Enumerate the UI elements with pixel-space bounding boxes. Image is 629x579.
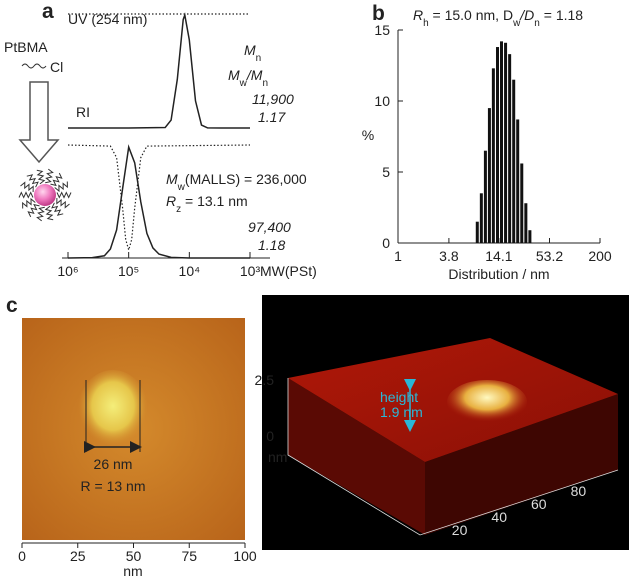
z-tick-label: 2.5	[255, 372, 275, 388]
chain	[23, 199, 36, 209]
x-tick-label: 10⁶	[57, 263, 78, 279]
x-tick-label: 100	[233, 548, 257, 564]
x-tick-label: 3.8	[439, 248, 459, 264]
text-part: = 1.18	[540, 7, 583, 23]
annotation: Rz = 13.1 nm	[166, 193, 248, 215]
text-part: 1.18	[258, 237, 285, 253]
z-axis-label: nm	[268, 449, 287, 465]
particle	[78, 370, 148, 450]
x-tick-label: 53.2	[536, 248, 563, 264]
series-label: RI	[76, 104, 90, 120]
scheme-label: PtBMA	[4, 39, 48, 55]
core	[34, 184, 56, 206]
bar	[504, 43, 507, 243]
x-tick-label: 10⁴	[179, 263, 201, 279]
bar	[508, 54, 511, 243]
text-part: M	[166, 171, 178, 187]
x-tick-label: 25	[70, 548, 86, 564]
series-label: UV (254 nm)	[68, 11, 147, 27]
micelle	[19, 169, 71, 221]
x-axis-label: MW(PSt)	[260, 263, 317, 279]
annotation: 97,400	[248, 219, 291, 235]
bar	[524, 203, 527, 243]
text-part: n	[262, 78, 268, 89]
chain	[19, 193, 33, 198]
x-tick-label: 75	[181, 548, 197, 564]
particle-3d	[447, 380, 527, 424]
text-part: 97,400	[248, 219, 291, 235]
z-tick-label: 0	[266, 428, 274, 444]
bar	[480, 193, 483, 243]
bar	[520, 163, 523, 243]
text-part: (MALLS) = 236,000	[185, 171, 307, 187]
text-part: R	[413, 7, 423, 23]
height-label: height	[380, 389, 418, 405]
y-tick-label: 10	[374, 93, 390, 109]
x-tick-label: 10⁵	[118, 263, 139, 279]
x-tick-label: 40	[491, 509, 507, 525]
text-part: = 15.0 nm, D	[429, 7, 513, 23]
bar	[476, 222, 479, 243]
annotation: Mn	[244, 42, 261, 64]
chain	[51, 173, 62, 185]
chain	[37, 207, 45, 221]
chain	[57, 198, 70, 208]
chain	[22, 64, 46, 68]
text-part: R	[166, 193, 176, 209]
text-part: = 13.1 nm	[181, 193, 248, 209]
y-tick-label: 0	[382, 235, 390, 251]
x-tick-label: 10³	[240, 263, 261, 279]
x-tick-label: 20	[452, 522, 468, 538]
bar	[528, 230, 531, 243]
x-tick-label: 80	[571, 483, 587, 499]
bar	[484, 151, 487, 243]
text-part: n	[256, 53, 262, 64]
text-part: /D	[519, 7, 534, 23]
radius-label: R = 13 nm	[81, 478, 146, 494]
x-tick-label: 200	[588, 248, 612, 264]
bar	[496, 47, 499, 243]
chain	[21, 183, 34, 193]
bar	[516, 119, 519, 243]
bar	[500, 41, 503, 243]
panel-label: c	[6, 294, 18, 317]
chain	[28, 205, 39, 217]
x-tick-label: 60	[531, 496, 547, 512]
chain	[45, 169, 53, 183]
text-part: M	[244, 42, 256, 58]
chart-title: Rh = 15.0 nm, Dw/Dn = 1.18	[413, 7, 583, 29]
x-tick-label: 14.1	[485, 248, 512, 264]
scheme-arrow	[20, 82, 58, 162]
bar	[492, 68, 495, 243]
annotation: Mw(MALLS) = 236,000	[166, 171, 307, 193]
annotation: Mw/Mn	[228, 67, 268, 89]
x-axis-label: Distribution / nm	[448, 266, 549, 282]
scale-label: 26 nm	[94, 456, 133, 472]
text-part: M	[228, 67, 240, 83]
bar	[488, 108, 491, 243]
panel-label: a	[42, 0, 54, 23]
text-part: /M	[246, 67, 263, 83]
chain	[57, 193, 71, 198]
x-tick-label: 1	[394, 248, 402, 264]
y-tick-label: 5	[382, 164, 390, 180]
figure: aPtBMAClUV (254 nm)RIMnMw/Mn11,9001.17Mw…	[0, 0, 629, 579]
ri-trace	[68, 15, 250, 128]
chain	[55, 182, 68, 192]
x-tick-label: 50	[126, 548, 142, 564]
annotation: 1.17	[258, 109, 286, 125]
text-part: 1.17	[258, 109, 286, 125]
x-axis-label: nm	[123, 563, 142, 579]
height-label: 1.9 nm	[380, 404, 423, 420]
x-tick-label: 0	[18, 548, 26, 564]
text-part: 11,900	[252, 91, 294, 107]
annotation: 1.18	[258, 237, 285, 253]
y-tick-label: 15	[374, 22, 390, 38]
scheme-label: Cl	[50, 59, 63, 75]
y-axis-label: %	[362, 127, 374, 143]
bar	[512, 80, 515, 243]
annotation: 11,900	[252, 91, 294, 107]
